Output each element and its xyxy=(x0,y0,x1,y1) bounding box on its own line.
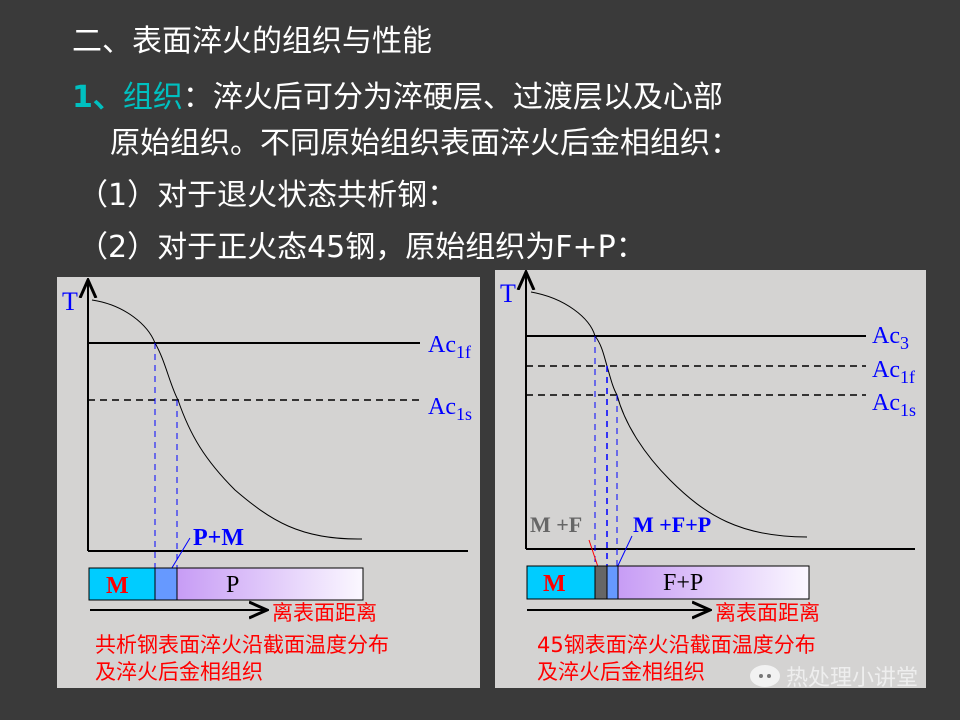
slide-title: 二、表面淬火的组织与性能 xyxy=(72,24,432,59)
zone-m-f xyxy=(594,565,608,600)
item-1: （1）对于退火状态共析钢： xyxy=(78,178,458,213)
caption-line-1: 45钢表面淬火沿截面温度分布 xyxy=(537,633,816,657)
zone-f-p-label: F+P xyxy=(663,570,703,596)
point-1-text: 淬火后可分为淬硬层、过渡层以及心部 xyxy=(212,80,723,115)
ac1f-label: Ac1f xyxy=(872,357,915,387)
y-axis-label: T xyxy=(62,287,78,316)
watermark: 热处理小讲堂 xyxy=(750,660,918,692)
ac1f-label: Ac1f xyxy=(428,332,471,362)
ac1s-label: Ac1s xyxy=(872,390,916,420)
temperature-curve xyxy=(530,291,808,538)
watermark-text: 热处理小讲堂 xyxy=(786,666,919,691)
zone-p-label: P xyxy=(226,572,239,598)
item-2: （2）对于正火态45钢，原始组织为F+P： xyxy=(78,230,646,265)
caption-line-2: 及淬火后金相组织 xyxy=(95,660,263,684)
distance-label: 离表面距离 xyxy=(272,601,377,625)
caption-line-1: 共析钢表面淬火沿截面温度分布 xyxy=(95,633,389,657)
eutectoid-steel-diagram: T Ac1f Ac1s P+M M P 离表面距离 共析钢表面淬火沿截面温度分布… xyxy=(57,277,480,688)
point-1-number: 1、 xyxy=(72,80,123,115)
zone-m xyxy=(526,565,596,600)
point-1-text-continued: 原始组织。不同原始组织表面淬火后金相组织： xyxy=(110,126,740,161)
distance-label: 离表面距离 xyxy=(715,601,820,625)
m-f-label: M +F xyxy=(530,512,582,537)
ac3-label: Ac3 xyxy=(872,323,909,353)
zone-m xyxy=(88,567,156,601)
ac1s-label: Ac1s xyxy=(428,394,472,424)
p-m-label: P+M xyxy=(193,525,244,551)
point-1-heading: 组织 xyxy=(122,80,183,115)
temperature-curve xyxy=(91,299,363,540)
zone-m-f-p xyxy=(606,565,619,600)
zone-f-p xyxy=(617,565,810,600)
zone-m-label: M xyxy=(106,573,129,599)
zone-p xyxy=(176,567,364,601)
y-axis-label: T xyxy=(500,279,516,308)
m-f-p-label: M +F+P xyxy=(633,512,711,537)
wechat-icon xyxy=(750,665,780,687)
zone-p-m xyxy=(154,567,178,601)
point-1: 1、组织：淬火后可分为淬硬层、过渡层以及心部 xyxy=(72,80,723,116)
zone-m-label: M xyxy=(543,571,566,597)
point-1-colon: ： xyxy=(182,80,213,115)
steel-45-diagram: T Ac3 Ac1f Ac1s M +F M +F+P M F+P 离表面距离 … xyxy=(495,270,926,688)
caption-line-2: 及淬火后金相组织 xyxy=(537,660,705,684)
